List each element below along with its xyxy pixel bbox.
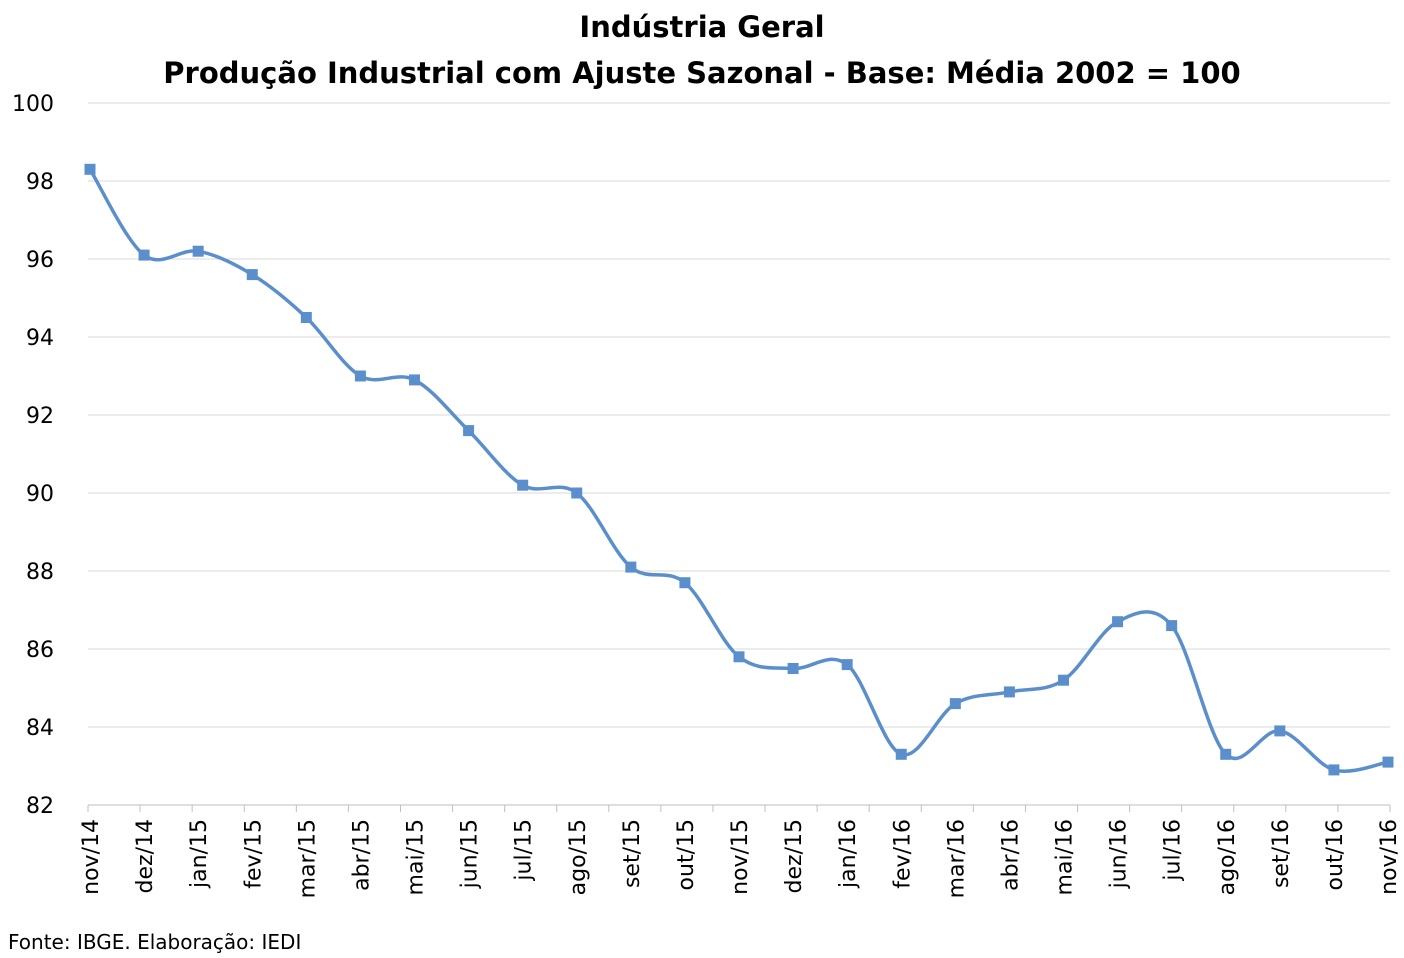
x-tick-label: ago/15 <box>566 819 591 895</box>
y-tick-label: 82 <box>26 794 54 819</box>
x-tick-label: abr/15 <box>349 819 374 891</box>
data-point-abr-16 <box>1003 686 1015 698</box>
y-tick-label: 88 <box>26 560 54 585</box>
y-axis-ticks: 82 84 86 88 90 92 94 96 98 100 <box>12 92 54 819</box>
x-tick-label: nov/16 <box>1377 819 1402 895</box>
data-point-mai-16 <box>1058 674 1069 686</box>
chart-title: Indústria Geral <box>579 10 825 44</box>
data-point-jul-15 <box>517 479 529 491</box>
x-tick-label: mai/15 <box>404 819 429 895</box>
data-point-mai-15 <box>409 374 420 386</box>
x-tick-label: fev/16 <box>890 819 915 889</box>
data-point-set-15 <box>625 561 637 573</box>
y-tick-label: 100 <box>12 92 54 117</box>
x-axis-tick-marks <box>87 805 1391 812</box>
series-line <box>88 168 1389 773</box>
x-tick-label: jan/15 <box>187 819 212 889</box>
x-tick-label: ago/16 <box>1215 819 1240 895</box>
data-point-dez-15 <box>787 663 799 674</box>
data-point-nov-16 <box>1382 756 1394 768</box>
data-points <box>84 163 1394 776</box>
x-tick-label: mar/15 <box>295 819 320 898</box>
data-point-abr-15 <box>354 370 366 382</box>
data-point-jan-15 <box>192 245 204 257</box>
data-point-jul-16 <box>1166 620 1178 632</box>
data-point-ago-16 <box>1220 748 1232 760</box>
y-tick-label: 84 <box>26 716 54 741</box>
y-tick-label: 98 <box>26 170 54 195</box>
x-tick-label: fev/15 <box>241 819 266 889</box>
data-point-jun-15 <box>463 425 475 437</box>
data-point-ago-15 <box>571 487 583 499</box>
y-tick-label: 90 <box>26 482 54 507</box>
x-tick-label: out/15 <box>674 819 699 890</box>
data-point-dez-14 <box>138 249 150 261</box>
x-tick-label: mai/16 <box>1053 819 1078 895</box>
x-tick-label: dez/15 <box>782 819 807 893</box>
x-axis-ticks: nov/14 dez/14 jan/15 fev/15 mar/15 abr/15 mai/… <box>79 819 1402 898</box>
data-point-jan-16 <box>841 659 853 671</box>
x-tick-label: mar/16 <box>944 819 969 898</box>
y-tick-label: 92 <box>26 404 54 429</box>
x-tick-label: set/15 <box>620 819 645 888</box>
x-tick-label: jan/16 <box>836 819 861 889</box>
x-tick-label: nov/14 <box>79 819 104 895</box>
x-tick-label: jun/15 <box>458 819 483 889</box>
x-tick-label: set/16 <box>1269 819 1294 888</box>
data-point-nov-15 <box>733 651 745 663</box>
x-tick-label: jun/16 <box>1107 819 1132 889</box>
y-tick-label: 94 <box>26 326 54 351</box>
chart-subtitle: Produção Industrial com Ajuste Sazonal -… <box>163 56 1241 90</box>
data-point-mar-16 <box>949 698 961 710</box>
gridlines <box>88 102 1390 806</box>
data-point-fev-15 <box>246 269 258 281</box>
x-tick-label: jul/16 <box>1161 819 1186 882</box>
x-tick-label: out/16 <box>1323 819 1348 890</box>
x-tick-label: abr/16 <box>998 819 1023 891</box>
x-tick-label: dez/14 <box>133 819 158 893</box>
y-tick-label: 86 <box>26 638 54 663</box>
data-point-out-16 <box>1328 764 1340 776</box>
x-tick-label: jul/15 <box>512 819 537 882</box>
data-point-out-15 <box>679 577 691 589</box>
source-note: Fonte: IBGE. Elaboração: IEDI <box>8 930 302 954</box>
data-point-mar-15 <box>300 312 312 323</box>
data-point-jun-16 <box>1112 616 1124 628</box>
data-point-nov-14 <box>84 163 96 175</box>
x-tick-label: nov/15 <box>728 819 753 895</box>
data-point-set-16 <box>1274 725 1286 737</box>
data-point-fev-16 <box>895 748 907 760</box>
y-tick-label: 96 <box>26 248 54 273</box>
